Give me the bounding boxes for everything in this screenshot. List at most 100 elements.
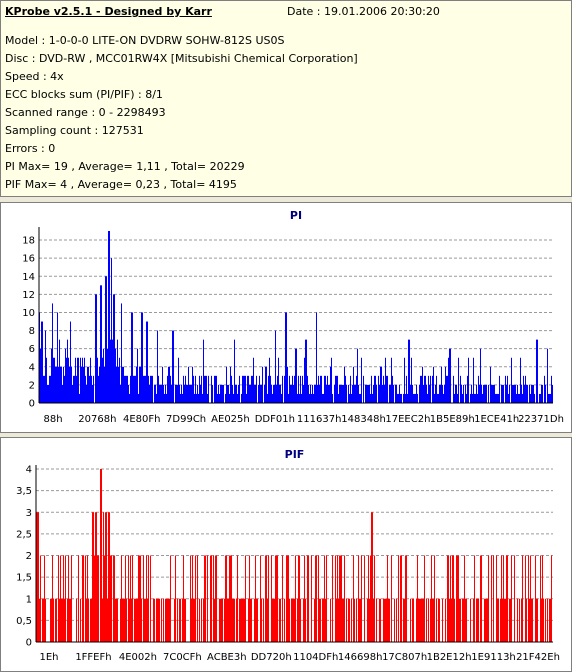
pif-bar — [445, 598, 446, 642]
pi-bar — [420, 375, 421, 403]
pi-bar — [467, 375, 468, 403]
pif-bar — [323, 598, 324, 642]
pif-bar — [300, 598, 301, 642]
pi-bar — [235, 384, 236, 403]
pif-bar — [61, 598, 62, 642]
pi-bar — [296, 348, 297, 403]
pi-bar — [194, 393, 195, 403]
pi-bar — [46, 357, 47, 403]
pi-bar — [329, 384, 330, 403]
pi-bar — [381, 366, 382, 403]
pif-bar — [340, 555, 341, 642]
pif-x-tick-label: 17C807h — [382, 652, 427, 663]
pif-bar — [236, 598, 237, 642]
pi-bar — [294, 375, 295, 403]
pi-bar — [361, 357, 362, 403]
pi-bar — [159, 384, 160, 403]
pi-bar — [234, 339, 235, 403]
pif-bar — [522, 555, 523, 642]
pif-bar — [215, 555, 216, 642]
pif-bar — [511, 555, 512, 642]
pi-bar — [547, 348, 548, 403]
pi-bar — [334, 384, 335, 403]
pi-bar — [520, 357, 521, 403]
pi-bar — [164, 393, 165, 403]
pi-bar — [274, 384, 275, 403]
pif-bar — [476, 598, 477, 642]
pi-bar — [330, 366, 331, 403]
pif-bar — [401, 555, 402, 642]
pif-bar — [134, 598, 135, 642]
pi-bar — [252, 375, 253, 403]
pi-bar — [506, 384, 507, 403]
pi-bar — [428, 375, 429, 403]
pif-x-tick-label: 1B2E12h — [427, 652, 472, 663]
pi-bar — [365, 384, 366, 403]
pif-bar — [279, 598, 280, 642]
pi-bar — [312, 384, 313, 403]
pi-bar — [60, 366, 61, 403]
pif-x-tick-label: 4E002h — [119, 652, 157, 663]
pif-bar — [227, 598, 228, 642]
pi-bar — [204, 375, 205, 403]
pi-bar — [422, 366, 423, 403]
pi-bar — [337, 375, 338, 403]
pi-bar — [200, 384, 201, 403]
pi-bar — [79, 393, 80, 403]
pif-bar — [474, 555, 475, 642]
pif-bar — [148, 555, 149, 642]
pi-bar — [342, 384, 343, 403]
pi-bar — [182, 393, 183, 403]
pif-bar — [529, 598, 530, 642]
pif-bar — [106, 512, 107, 642]
pi-bar — [392, 375, 393, 403]
pi-bar — [92, 384, 93, 403]
pi-bar — [549, 393, 550, 403]
pif-bar — [413, 598, 414, 642]
pi-bar — [290, 384, 291, 403]
pi-bar — [521, 384, 522, 403]
pi-bar — [359, 393, 360, 403]
pif-bar — [418, 598, 419, 642]
pi-bar — [447, 375, 448, 403]
pi-bar — [378, 375, 379, 403]
pi-bar — [273, 384, 274, 403]
pi-bar — [475, 393, 476, 403]
pif-bar — [545, 598, 546, 642]
pi-x-tick-label: 148348h — [341, 414, 386, 425]
pi-bar — [548, 393, 549, 403]
pi-bar — [385, 357, 386, 403]
ecc-line: ECC blocks sum (PI/PIF) : 8/1 — [5, 88, 163, 101]
pi-bar — [327, 375, 328, 403]
pif-bar — [220, 598, 221, 642]
pi-bar — [456, 384, 457, 403]
pif-bar — [308, 555, 309, 642]
pi-bar — [323, 393, 324, 403]
pi-bar — [322, 393, 323, 403]
pi-bar — [515, 384, 516, 403]
pif-bar — [318, 555, 319, 642]
pi-bar — [141, 312, 142, 403]
pif-bar — [225, 555, 226, 642]
pif-bar — [412, 598, 413, 642]
pi-bar — [448, 357, 449, 403]
pif-bar — [478, 598, 479, 642]
pi-bar — [462, 393, 463, 403]
pif-bar — [404, 598, 405, 642]
pi-bar — [372, 393, 373, 403]
pif-bar — [369, 598, 370, 642]
pif-x-tick-label: 1E9113h — [471, 652, 515, 663]
pif-bar — [166, 598, 167, 642]
pi-y-tick-label: 2 — [29, 380, 35, 391]
pi-bar — [259, 375, 260, 403]
pi-bar — [272, 393, 273, 403]
pif-bar — [140, 555, 141, 642]
pi-bar — [90, 357, 91, 403]
pi-bar — [407, 393, 408, 403]
pi-bar — [525, 375, 526, 403]
pif-bar — [125, 555, 126, 642]
pi-bar — [127, 375, 128, 403]
pi-bar — [170, 375, 171, 403]
pif-bar — [422, 598, 423, 642]
pif-bar — [265, 555, 266, 642]
